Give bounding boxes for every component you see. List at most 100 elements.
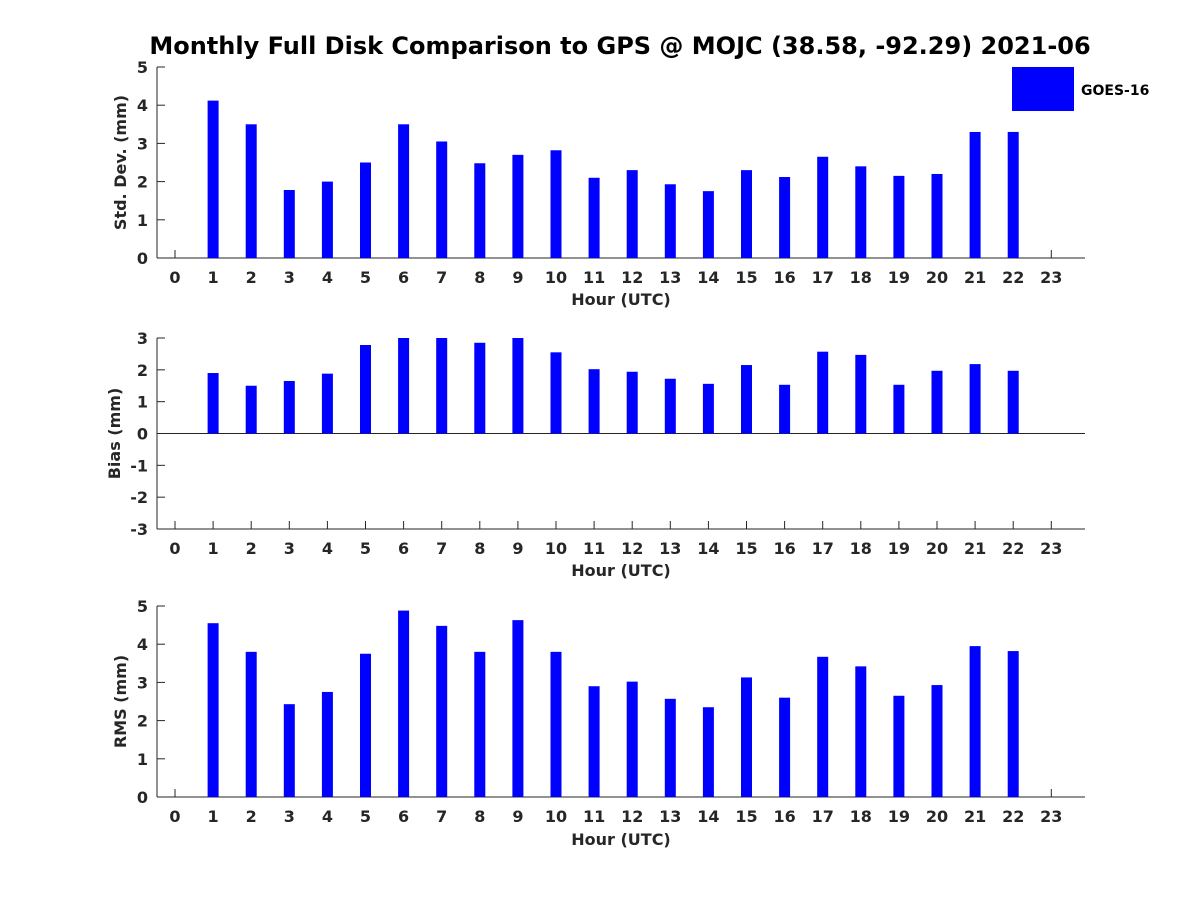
x-tick-label: 15: [735, 268, 757, 287]
x-tick-label: 19: [888, 268, 910, 287]
x-tick-label: 7: [436, 268, 447, 287]
y-tick-label: 3: [137, 673, 148, 692]
x-tick-label: 15: [735, 539, 757, 558]
y-tick-label: 0: [137, 788, 148, 807]
bar-bias-hour-18: [855, 354, 867, 434]
y-tick-label: 0: [137, 425, 148, 444]
x-tick-label: 2: [246, 539, 257, 558]
bar-std-dev-hour-20: [931, 173, 943, 258]
x-tick-label: 2: [246, 807, 257, 826]
x-tick-label: 13: [659, 807, 681, 826]
y-axis-label: Std. Dev. (mm): [111, 95, 130, 230]
bar-rms-hour-19: [893, 695, 905, 797]
bar-rms-hour-1: [207, 623, 219, 797]
x-tick-label: 1: [208, 539, 219, 558]
y-tick-label: 1: [137, 211, 148, 230]
x-tick-label: 23: [1040, 539, 1062, 558]
x-tick-label: 5: [360, 807, 371, 826]
y-tick-label: 4: [137, 96, 148, 115]
x-tick-label: 22: [1002, 268, 1024, 287]
x-tick-label: 17: [812, 539, 834, 558]
bar-bias-hour-11: [588, 369, 600, 434]
x-tick-label: 18: [850, 268, 872, 287]
x-tick-label: 1: [208, 807, 219, 826]
y-tick-label: -3: [130, 520, 148, 539]
x-tick-label: 11: [583, 807, 605, 826]
bar-std-dev-hour-8: [474, 163, 486, 258]
bar-bias-hour-15: [741, 365, 752, 434]
bar-bias-hour-12: [626, 371, 638, 434]
bar-bias-hour-13: [664, 378, 676, 434]
y-tick-label: 1: [137, 750, 148, 769]
bar-std-dev-hour-21: [969, 131, 981, 258]
bar-std-dev-hour-11: [588, 177, 600, 258]
x-tick-label: 20: [926, 539, 948, 558]
bar-bias-hour-14: [702, 383, 714, 434]
y-tick-label: 4: [137, 635, 148, 654]
y-tick-label: 2: [137, 361, 148, 380]
chart-title: Monthly Full Disk Comparison to GPS @ MO…: [149, 32, 1090, 60]
bar-rms-hour-3: [283, 704, 295, 797]
x-tick-label: 3: [284, 539, 295, 558]
x-tick-label: 13: [659, 539, 681, 558]
bar-rms-hour-21: [969, 646, 981, 797]
bar-bias-hour-9: [512, 338, 524, 434]
bar-std-dev-hour-6: [398, 124, 410, 258]
bar-rms-hour-22: [1007, 651, 1019, 797]
x-tick-label: 21: [964, 807, 986, 826]
x-tick-label: 4: [322, 268, 333, 287]
bar-bias-hour-20: [931, 370, 943, 434]
bar-rms-hour-17: [817, 656, 829, 797]
x-tick-label: 5: [360, 268, 371, 287]
x-tick-label: 3: [284, 268, 295, 287]
bar-std-dev-hour-2: [245, 124, 257, 258]
bar-std-dev-hour-4: [321, 181, 333, 258]
y-axis-label: RMS (mm): [111, 655, 130, 748]
x-tick-label: 5: [360, 539, 371, 558]
y-tick-label: 5: [137, 58, 148, 77]
bar-bias-hour-19: [893, 384, 905, 434]
x-tick-label: 14: [697, 268, 719, 287]
bar-rms-hour-20: [931, 685, 943, 797]
bar-bias-hour-17: [817, 351, 829, 434]
x-tick-label: 16: [773, 807, 795, 826]
x-tick-label: 12: [621, 807, 643, 826]
bar-bias-hour-4: [321, 373, 333, 434]
bar-rms-hour-9: [512, 620, 524, 797]
x-axis-label: Hour (UTC): [571, 561, 671, 580]
bar-rms-hour-11: [588, 686, 600, 797]
bar-bias-hour-16: [779, 384, 791, 434]
bar-bias-hour-22: [1007, 370, 1019, 434]
x-tick-label: 16: [773, 268, 795, 287]
x-tick-label: 23: [1040, 268, 1062, 287]
x-tick-label: 19: [888, 539, 910, 558]
bar-std-dev-hour-17: [817, 156, 829, 258]
x-tick-label: 9: [512, 539, 523, 558]
y-tick-label: 5: [137, 597, 148, 616]
bar-bias-hour-2: [245, 385, 257, 434]
bar-std-dev-hour-19: [893, 175, 905, 258]
x-tick-label: 15: [735, 807, 757, 826]
x-tick-label: 4: [322, 539, 333, 558]
x-tick-label: 8: [474, 807, 485, 826]
x-tick-label: 8: [474, 539, 485, 558]
x-tick-label: 4: [322, 807, 333, 826]
legend-label-goes-16: GOES-16: [1081, 83, 1149, 99]
x-tick-label: 16: [773, 539, 795, 558]
bar-rms-hour-4: [321, 691, 333, 797]
bar-std-dev-hour-12: [626, 170, 638, 258]
bar-std-dev-hour-1: [207, 100, 219, 258]
x-tick-label: 21: [964, 539, 986, 558]
legend: GOES-16: [1012, 67, 1149, 111]
bar-bias-hour-5: [360, 345, 371, 434]
bar-std-dev-hour-9: [512, 154, 524, 258]
x-tick-label: 6: [398, 807, 409, 826]
x-tick-label: 11: [583, 539, 605, 558]
bar-std-dev-hour-16: [779, 177, 791, 258]
x-tick-label: 20: [926, 807, 948, 826]
x-tick-label: 17: [812, 268, 834, 287]
